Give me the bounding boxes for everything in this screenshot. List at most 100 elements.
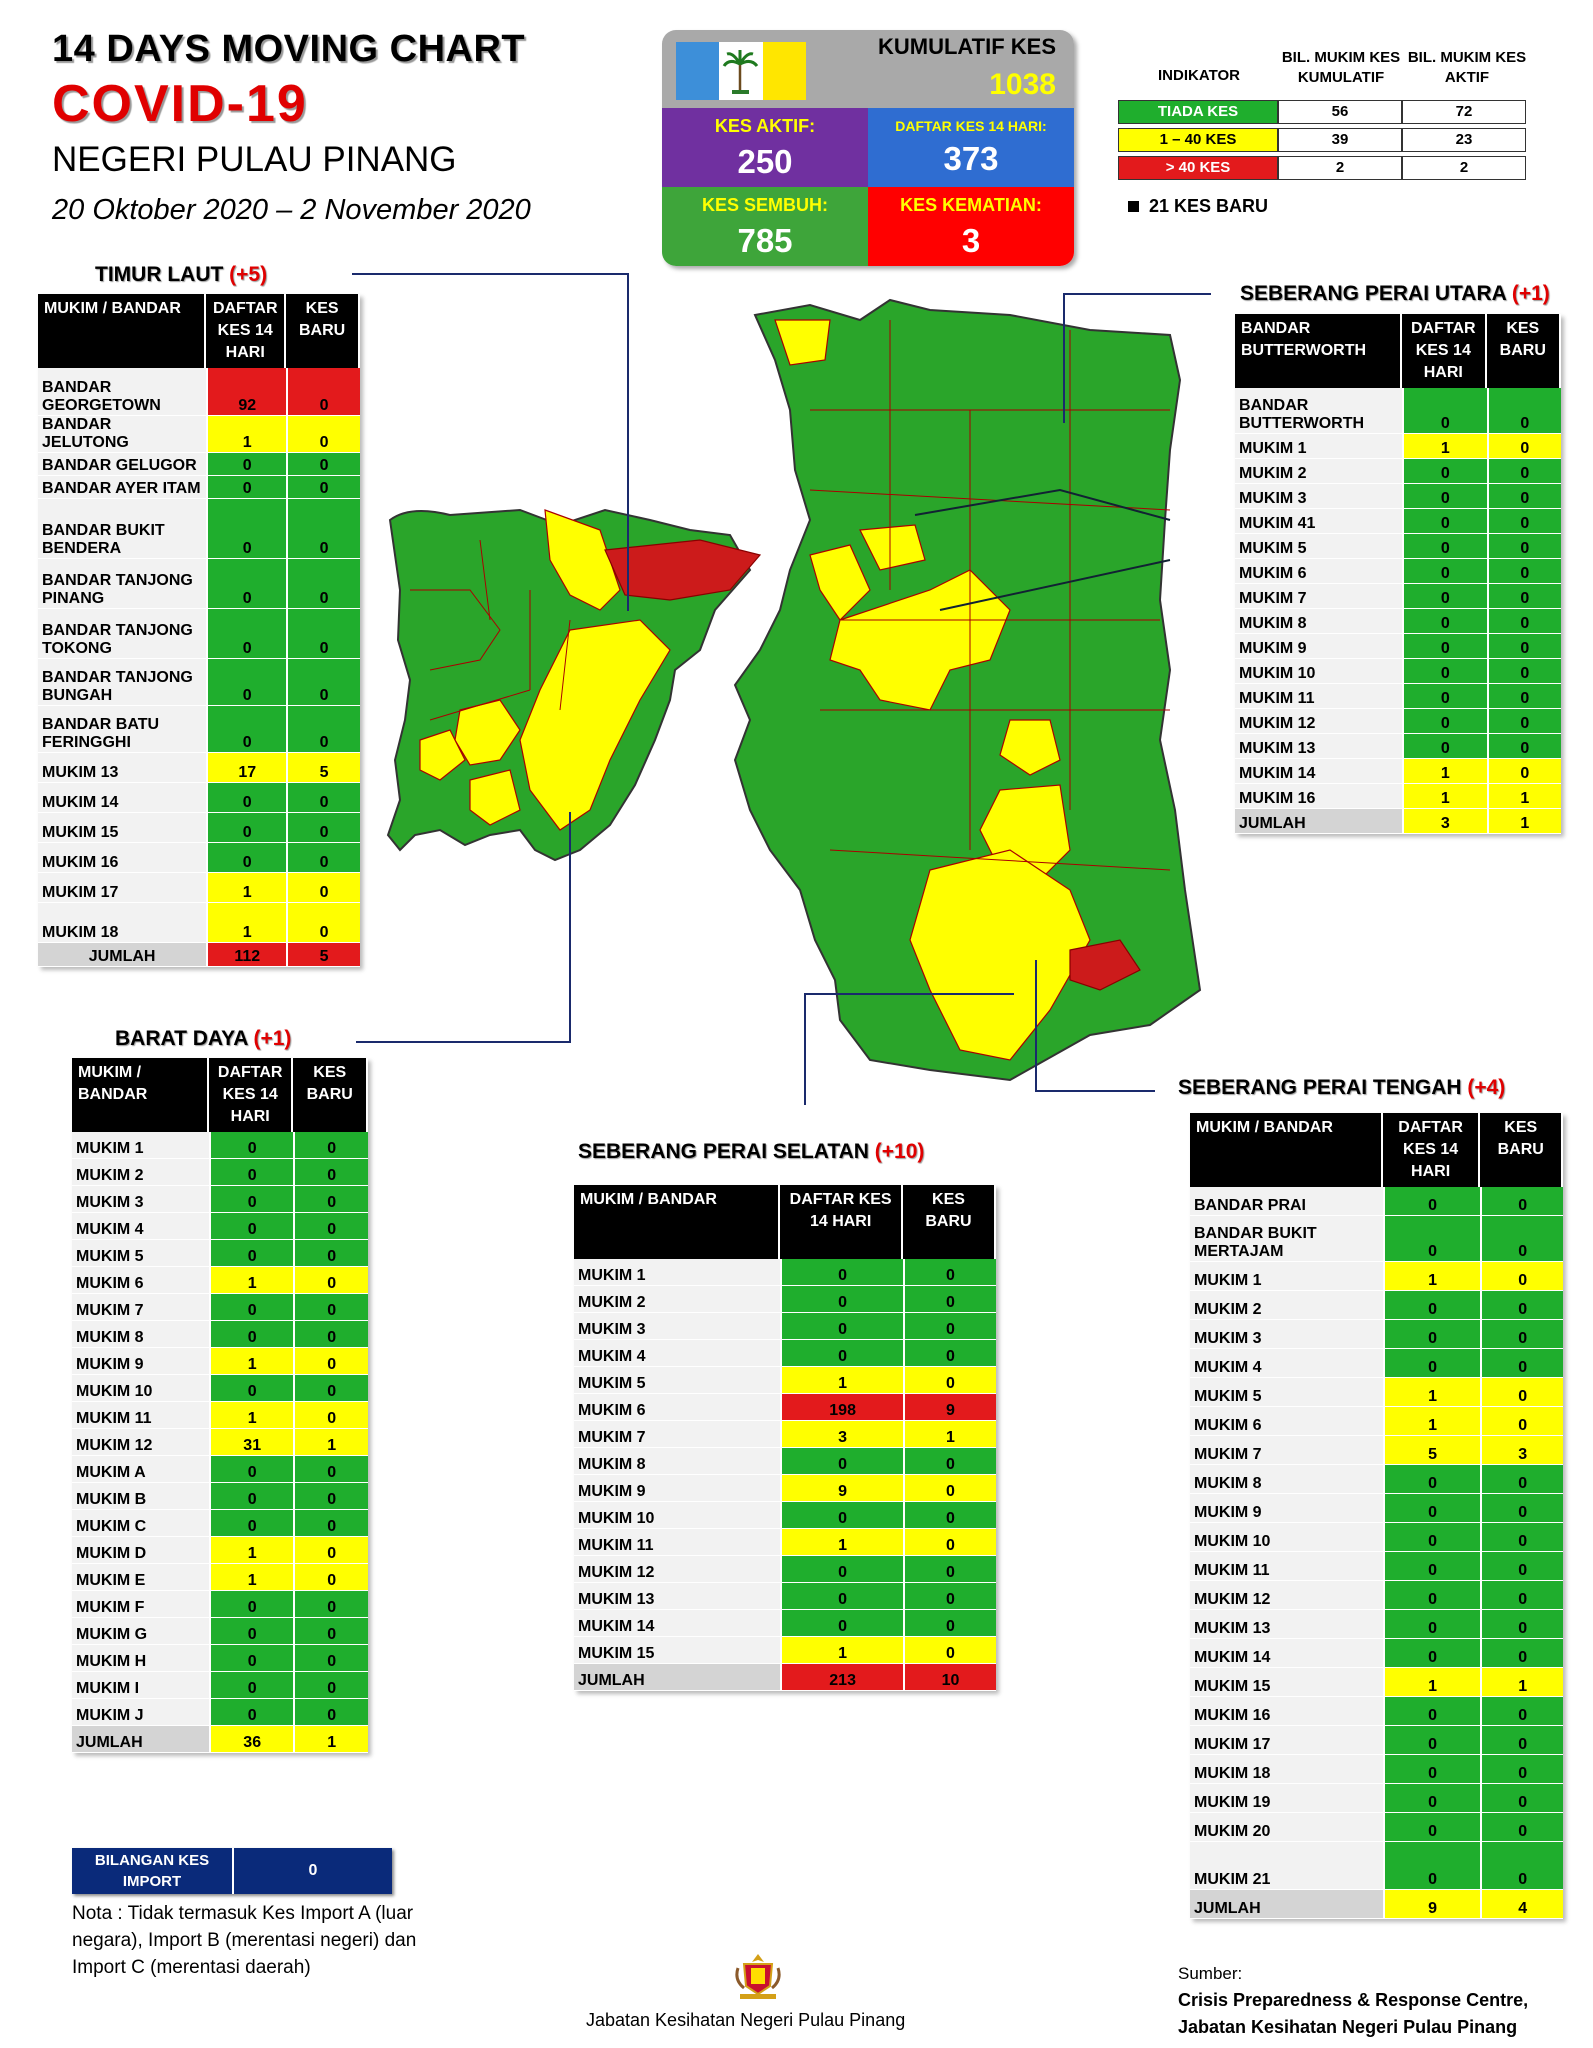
table-row: BANDAR AYER ITAM 0 0 (38, 476, 360, 499)
indicator-active: 2 (1402, 156, 1526, 180)
baru-value: 0 (1486, 559, 1561, 584)
daftar-value: 0 (1382, 1494, 1481, 1523)
baru-value: 0 (293, 1483, 368, 1510)
daftar-value: 1 (780, 1637, 903, 1664)
mukim-name: MUKIM 8 (1190, 1465, 1383, 1494)
table-row: BANDAR BUKIT BENDERA 0 0 (38, 499, 360, 559)
baru-value: 0 (1486, 534, 1561, 559)
mukim-name: MUKIM 1 (72, 1132, 209, 1159)
baru-value: 0 (293, 1510, 368, 1537)
mukim-name: MUKIM 8 (1235, 609, 1403, 634)
daftar-value: 0 (1382, 1755, 1481, 1784)
table-row: MUKIM 15 0 0 (38, 813, 360, 843)
col-mukim: MUKIM / BANDAR (72, 1058, 209, 1132)
mukim-name: MUKIM 3 (1190, 1320, 1383, 1349)
connector-line (356, 1041, 571, 1045)
daftar-value: 0 (208, 1159, 294, 1186)
mukim-name: MUKIM 11 (1235, 684, 1403, 709)
barat-daya-table: MUKIM / BANDAR DAFTAR KES 14 HARI KES BA… (72, 1058, 368, 1753)
baru-value: 9 (902, 1394, 996, 1421)
baru-value: 0 (1480, 1552, 1563, 1581)
mukim-name: MUKIM 1 (1190, 1262, 1383, 1291)
mukim-name: MUKIM 12 (72, 1429, 209, 1456)
cumulative-value: 1038 (989, 68, 1056, 101)
table-row: MUKIM 10 0 0 (1235, 659, 1561, 684)
barat-daya-title: BARAT DAYA (+1) (115, 1027, 292, 1050)
baru-value: 0 (1480, 1378, 1563, 1407)
daftar-value: 0 (206, 783, 287, 813)
table-row: MUKIM 41 0 0 (1235, 509, 1561, 534)
mukim-name: BANDAR GEORGETOWN (38, 368, 207, 416)
total-label: JUMLAH (1190, 1890, 1383, 1919)
table-row: MUKIM 11 0 0 (1190, 1552, 1563, 1581)
table-row: MUKIM 13 17 5 (38, 753, 360, 783)
active-cases-label: KES AKTIF: (714, 116, 816, 136)
mukim-name: MUKIM 7 (1190, 1436, 1383, 1465)
table-row: MUKIM 18 1 0 (38, 903, 360, 943)
mukim-name: MUKIM 3 (574, 1313, 781, 1340)
penang-flag-icon (676, 42, 806, 100)
daftar-value: 5 (1382, 1436, 1481, 1465)
mukim-name: MUKIM 6 (72, 1267, 209, 1294)
total-row: JUMLAH 3 1 (1235, 809, 1561, 834)
daftar-value: 0 (208, 1240, 294, 1267)
baru-value: 0 (1480, 1349, 1563, 1378)
baru-value: 0 (1486, 759, 1561, 784)
baru-value: 0 (902, 1313, 996, 1340)
mukim-name: MUKIM 8 (72, 1321, 209, 1348)
table-row: MUKIM 14 0 0 (38, 783, 360, 813)
daftar-value: 0 (1402, 634, 1487, 659)
baru-value: 0 (1486, 459, 1561, 484)
total-row: JUMLAH 36 1 (72, 1726, 368, 1753)
table-row: BANDAR BUTTERWORTH 0 0 (1235, 388, 1561, 434)
mukim-name: MUKIM 2 (1235, 459, 1403, 484)
indicator-cumulative: 2 (1278, 156, 1402, 180)
indicator-active: 72 (1402, 100, 1526, 124)
daftar-value: 9 (780, 1475, 903, 1502)
daftar-value: 0 (208, 1456, 294, 1483)
mukim-name: MUKIM 5 (1235, 534, 1403, 559)
col-baru: KES BARU (1486, 314, 1561, 388)
daftar-value: 0 (1382, 1842, 1481, 1890)
mukim-name: MUKIM 5 (72, 1240, 209, 1267)
baru-value: 0 (902, 1610, 996, 1637)
import-note: Nota : Tidak termasuk Kes Import A (luar… (72, 1903, 417, 1978)
daftar-value: 0 (208, 1132, 294, 1159)
indicator-cumulative: 56 (1278, 100, 1402, 124)
daftar-value: 198 (780, 1394, 903, 1421)
mukim-name: MUKIM 21 (1190, 1842, 1383, 1890)
daftar-value: 0 (1382, 1349, 1481, 1378)
table-row: MUKIM 11 0 0 (1235, 684, 1561, 709)
mukim-name: MUKIM 4 (72, 1213, 209, 1240)
source-note: Sumber: Crisis Preparedness & Response C… (1178, 1964, 1529, 2037)
daftar-value: 0 (208, 1645, 294, 1672)
table-row: MUKIM 15 1 1 (1190, 1668, 1563, 1697)
baru-value: 0 (286, 609, 360, 659)
daftar-value: 0 (780, 1340, 903, 1367)
table-row: BANDAR PRAI 0 0 (1190, 1187, 1563, 1216)
baru-value: 0 (293, 1294, 368, 1321)
mukim-name: MUKIM 1 (574, 1259, 781, 1286)
daftar-value: 31 (208, 1429, 294, 1456)
mukim-name: MUKIM 12 (574, 1556, 781, 1583)
mukim-name: BANDAR GELUGOR (38, 453, 207, 476)
mukim-name: MUKIM 10 (574, 1502, 781, 1529)
daftar-value: 1 (1402, 759, 1487, 784)
timur-laut-table: MUKIM / BANDAR DAFTAR KES 14 HARI KES BA… (38, 294, 360, 967)
deaths-panel: KES KEMATIAN: 3 (868, 187, 1074, 266)
mukim-name: MUKIM 7 (72, 1294, 209, 1321)
daftar-value: 0 (1382, 1697, 1481, 1726)
mukim-name: BANDAR AYER ITAM (38, 476, 207, 499)
table-row: MUKIM 18 0 0 (1190, 1755, 1563, 1784)
mukim-name: MUKIM 6 (1190, 1407, 1383, 1436)
sps-table: MUKIM / BANDAR DAFTAR KES 14 HARI KES BA… (574, 1185, 996, 1691)
